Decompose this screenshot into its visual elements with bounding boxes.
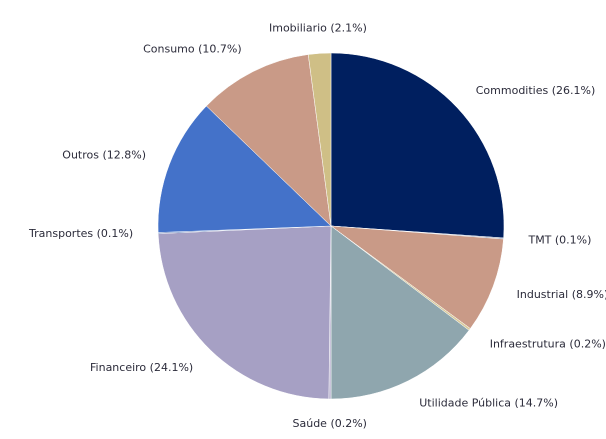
- pie-slice: [330, 225, 504, 329]
- slice-label: Infraestrutura (0.2%): [490, 337, 606, 350]
- slice-label: Financeiro (24.1%): [90, 361, 193, 374]
- slice-label: Consumo (10.7%): [143, 42, 242, 55]
- pie-slice: [330, 52, 505, 239]
- slice-label: Outros (12.8%): [62, 148, 146, 161]
- slice-label: Transportes (0.1%): [28, 227, 133, 240]
- slice-label: Utilidade Pública (14.7%): [419, 396, 558, 409]
- slice-label: Imobiliario (2.1%): [269, 21, 367, 34]
- pie-slice: [330, 225, 470, 400]
- pie-slice: [157, 225, 332, 400]
- pie-slice: [157, 105, 332, 233]
- slice-label: Industrial (8.9%): [517, 288, 606, 301]
- slice-label: Commodities (26.1%): [476, 84, 596, 97]
- slice-label: TMT (0.1%): [527, 233, 591, 246]
- pie-slice: [307, 52, 332, 227]
- slice-label: Saúde (0.2%): [293, 417, 367, 430]
- pie-slice: [206, 54, 332, 227]
